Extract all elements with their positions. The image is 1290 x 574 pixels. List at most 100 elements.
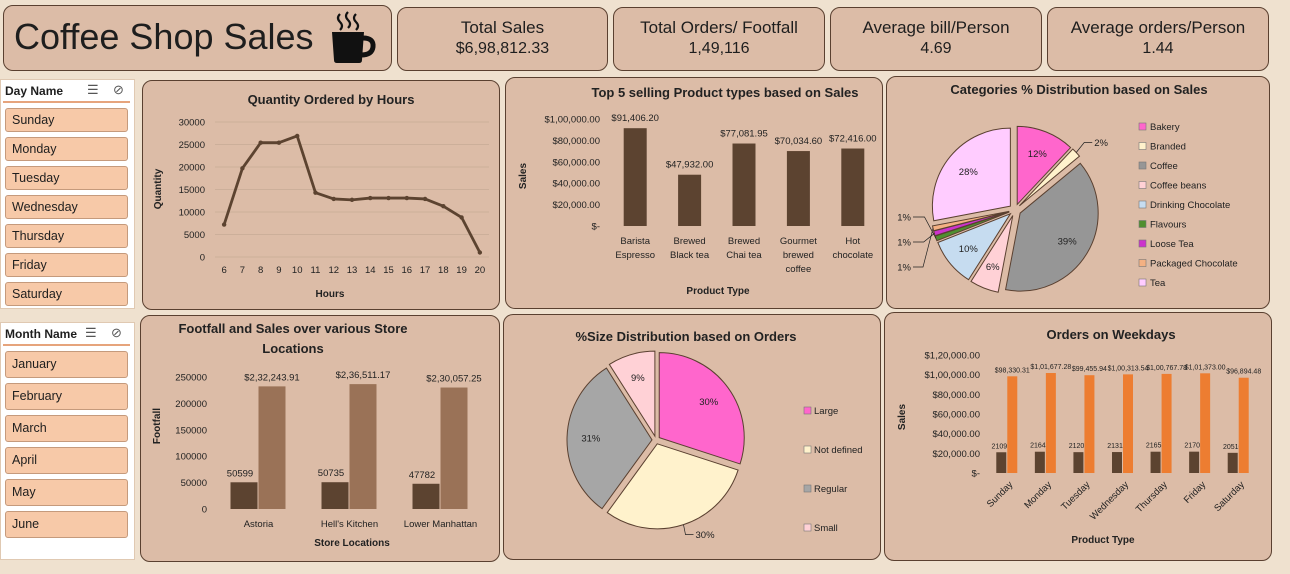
data-point <box>441 203 446 209</box>
pie-slice <box>606 443 739 530</box>
x-tick-label: Wednesday <box>1088 479 1131 522</box>
y-axis-label: Sales <box>897 403 908 430</box>
pie-slice <box>608 350 656 438</box>
slicer-divider <box>3 344 130 346</box>
x-tick-label: Gourmet <box>780 236 817 247</box>
x-tick-label: Thursday <box>1134 479 1170 515</box>
quantity-by-hours-card: Quantity Ordered by Hours 0 5000 10000 15000… <box>142 80 500 310</box>
slicer-item-thursday[interactable]: Thursday <box>5 224 128 248</box>
pie-label: 30% <box>696 530 716 541</box>
bar <box>1189 451 1200 473</box>
slicer-item-saturday[interactable]: Saturday <box>5 282 128 306</box>
pie-label: 31% <box>581 433 601 444</box>
x-tick-label: Astoria <box>244 519 274 530</box>
pie-slice <box>931 127 1011 222</box>
categories-distribution-chart: Categories % Distribution based on Sales… <box>897 82 1238 293</box>
x-tick-label: Espresso <box>615 250 655 261</box>
pie-label: 9% <box>631 373 645 384</box>
pie-slice <box>1016 125 1072 206</box>
x-tick-label: Hell's Kitchen <box>321 519 378 530</box>
pie-slice <box>566 367 653 510</box>
y-tick-label: $1,20,000.00 <box>925 351 980 362</box>
bar <box>1238 377 1249 473</box>
y-tick-label: $80,000.00 <box>932 390 980 401</box>
legend-label: Large <box>814 406 838 417</box>
slicer-item-friday[interactable]: Friday <box>5 253 128 277</box>
x-tick-label: Barista <box>620 236 650 247</box>
slicer-item-april[interactable]: April <box>5 447 128 474</box>
slicer-item-june[interactable]: June <box>5 511 128 538</box>
slicer-item-march[interactable]: March <box>5 415 128 442</box>
y-tick-label: 150000 <box>175 425 207 436</box>
leader-line <box>913 228 934 268</box>
y-tick-label: 25000 <box>179 140 205 151</box>
kpi-total-orders: Total Orders/ Footfall 1,49,116 <box>613 7 825 71</box>
slicer-item-may[interactable]: May <box>5 479 128 506</box>
bar <box>1200 373 1211 473</box>
coffee-cup-icon <box>332 11 376 63</box>
legend-label: Regular <box>814 484 847 495</box>
chart-title: Orders on Weekdays <box>1046 327 1175 342</box>
data-point <box>422 196 428 202</box>
x-tick-label: Hot <box>845 236 860 247</box>
y-tick-label: 30000 <box>179 118 205 129</box>
x-tick-label: coffee <box>786 264 812 275</box>
x-axis-label: Product Type <box>1071 535 1135 546</box>
data-label: 50735 <box>318 468 344 479</box>
clear-filter-icon[interactable]: ⊘ <box>111 325 122 340</box>
x-tick-label: Tuesday <box>1059 479 1092 512</box>
slicer-item-wednesday[interactable]: Wednesday <box>5 195 128 219</box>
legend-swatch <box>803 445 812 454</box>
multi-select-icon[interactable]: ☰ <box>87 82 99 97</box>
weekday-orders-card: Orders on Weekdays $- $20,000.00 $40,000.00… <box>884 312 1272 561</box>
data-label: 21654 <box>1146 443 1166 450</box>
y-tick-label: 5000 <box>184 230 205 241</box>
dashboard-title: Coffee Shop Sales <box>14 16 314 57</box>
slicer-item-february[interactable]: February <box>5 383 128 410</box>
data-label: $1,01,373.00 <box>1185 364 1226 371</box>
slicer-divider <box>3 101 130 103</box>
clear-filter-icon[interactable]: ⊘ <box>113 82 124 97</box>
data-label: $72,416.00 <box>829 134 877 145</box>
bar <box>623 128 647 226</box>
bar <box>412 483 440 509</box>
x-tick-label: Chai tea <box>726 250 762 261</box>
data-label: $99,455.94 <box>1072 366 1107 373</box>
x-tick-label: 6 <box>221 265 226 276</box>
slicer-item-sunday[interactable]: Sunday <box>5 108 128 132</box>
bar <box>996 452 1007 473</box>
multi-select-icon[interactable]: ☰ <box>85 325 97 340</box>
bar <box>841 148 865 226</box>
kpi-value: 1,49,116 <box>688 40 750 57</box>
chart-title: Quantity Ordered by Hours <box>248 92 415 107</box>
data-label: 21096 <box>992 443 1012 450</box>
kpi-value: 4.69 <box>920 40 952 57</box>
data-label: $98,330.31 <box>995 367 1030 374</box>
data-point <box>276 140 282 145</box>
slicer-item-tuesday[interactable]: Tuesday <box>5 166 128 190</box>
chart-title: Categories % Distribution based on Sales <box>950 82 1207 97</box>
x-axis-label: Hours <box>316 289 345 300</box>
x-tick-label: Saturday <box>1212 479 1247 514</box>
bar <box>1007 376 1018 473</box>
data-label: 21202 <box>1069 443 1089 450</box>
slicer-item-monday[interactable]: Monday <box>5 137 128 161</box>
data-label: $47,932.00 <box>666 160 714 171</box>
legend-swatch <box>1138 239 1147 248</box>
x-tick-label: 11 <box>311 265 321 276</box>
x-tick-label: 7 <box>240 265 245 276</box>
data-label: $2,36,511.17 <box>336 370 391 381</box>
legend-label: Flavours <box>1150 220 1187 231</box>
x-tick-label: 15 <box>383 265 394 276</box>
y-tick-label: $20,000.00 <box>552 200 600 211</box>
pie-label: 1% <box>897 238 911 249</box>
legend-swatch <box>1138 278 1147 287</box>
bar <box>349 384 377 509</box>
header-card: Coffee Shop Sales <box>3 5 392 71</box>
pie-label: 28% <box>959 167 979 178</box>
legend-label: Branded <box>1150 142 1186 153</box>
pie-slice <box>937 212 1012 281</box>
x-tick-label: 17 <box>420 265 431 276</box>
chart-title: Locations <box>262 341 323 356</box>
slicer-item-january[interactable]: January <box>5 351 128 378</box>
